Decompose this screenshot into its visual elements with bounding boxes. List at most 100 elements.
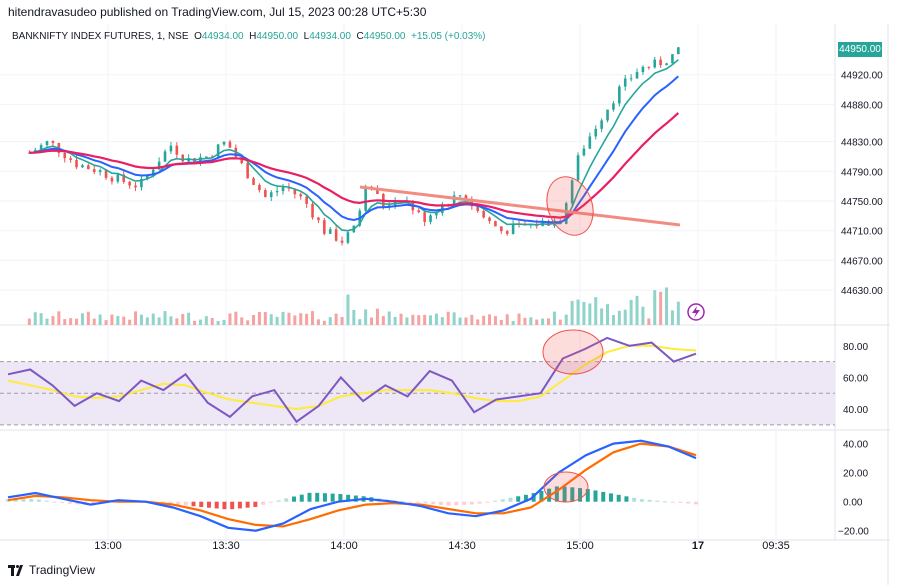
chart-legend: BANKNIFTY INDEX FUTURES, 1, NSE O44934.0… [12,31,486,42]
candle-body [157,161,161,170]
macd-histogram-bar [253,501,258,507]
candle-body [75,159,78,168]
volume-bar [423,314,427,325]
macd-histogram-bar [601,491,606,502]
macd-histogram-bar [36,499,41,502]
candle-body [216,144,220,157]
macd-histogram-bar [431,501,436,505]
candle-body [51,141,55,143]
macd-histogram-bar [261,501,266,505]
candle-body [246,163,249,179]
volume-bar [204,316,208,325]
candle-body [606,109,609,121]
candle-body [482,210,485,218]
legend-high-label: H [249,31,257,42]
candle-body [240,156,244,164]
volume-bar [175,318,179,325]
volume-bar [541,318,545,325]
candle-body [641,66,645,73]
x-tick-13:00: 13:00 [94,540,122,552]
volume-bar [594,297,598,325]
candle-body [264,190,267,197]
price-tick-44830: 44830.00 [841,138,883,149]
volume-bar [411,314,415,325]
candle-body [547,221,550,226]
candle-body [564,203,568,224]
candle-body [576,155,580,181]
volume-bar [263,312,267,325]
flash-icon[interactable] [687,303,705,321]
candle-body [252,178,255,185]
volume-bar [193,320,197,325]
price-tick-44670: 44670.00 [841,256,883,267]
macd-histogram-bar [446,501,451,506]
macd-histogram-bar [415,501,420,503]
volume-bar [493,316,497,325]
volume-bar [311,311,315,325]
volume-bar [110,314,114,325]
candle-body [417,210,421,213]
volume-bar [434,313,438,325]
macd-histogram-bar [315,492,320,502]
volume-bar [370,317,374,325]
volume-bar [529,317,533,325]
candle-body [505,231,509,234]
candle-body [612,103,615,110]
volume-bar [139,314,143,325]
macd-histogram-bar [624,496,629,502]
volume-bars [27,287,680,325]
tradingview-brand: TradingView [29,563,96,577]
candle-body [175,145,179,155]
volume-bar [641,306,645,325]
tradingview-logo[interactable]: TradingView [8,563,95,577]
candle-body [104,170,108,178]
volume-bar [122,316,126,325]
volume-bar [293,315,297,325]
candle-body [594,128,598,137]
legend-open-label: O [194,31,202,42]
candle-body [671,54,674,64]
volume-bar [665,287,669,325]
candle-body [163,151,167,162]
candle-body [122,174,126,182]
volume-bar [505,314,509,325]
volume-bar [499,320,503,325]
volume-bar [523,317,527,325]
macd-histogram-bar [199,501,204,507]
macd-histogram-bar [67,501,72,504]
legend-high: 44950.00 [256,31,299,42]
candle-body [582,148,586,156]
candle-body [623,78,627,87]
macd-histogram-bar [245,501,250,508]
volume-bar [582,301,586,325]
volume-bar [51,316,55,325]
macd-histogram-bar [222,501,227,510]
macd-histogram-bar [523,494,528,502]
candle-body [618,86,621,104]
candle-body [87,165,90,170]
volume-bar [517,313,521,325]
x-tick-14:30: 14:30 [448,540,476,552]
volume-bar [246,320,250,325]
candle-body [423,212,426,222]
volume-bar [606,304,610,325]
candle-body [476,206,480,211]
breakout-ellipse [546,176,594,236]
macd-histogram-bar [423,501,428,504]
macd-histogram-bar [29,499,34,502]
candle-body [128,181,131,186]
candle-body [151,169,155,175]
volume-bar [547,318,551,325]
macd-histogram-bar [570,487,575,502]
candle-body [464,195,468,201]
macd-histogram-bar [75,501,80,505]
macd-pane [6,439,698,532]
macd-histogram-bar [585,488,590,502]
candle-body [134,185,137,188]
volume-bar [558,319,562,325]
macd-histogram-bar [462,501,467,505]
volume-bar [334,313,338,325]
candle-body [435,213,438,216]
volume-bar [275,316,279,325]
